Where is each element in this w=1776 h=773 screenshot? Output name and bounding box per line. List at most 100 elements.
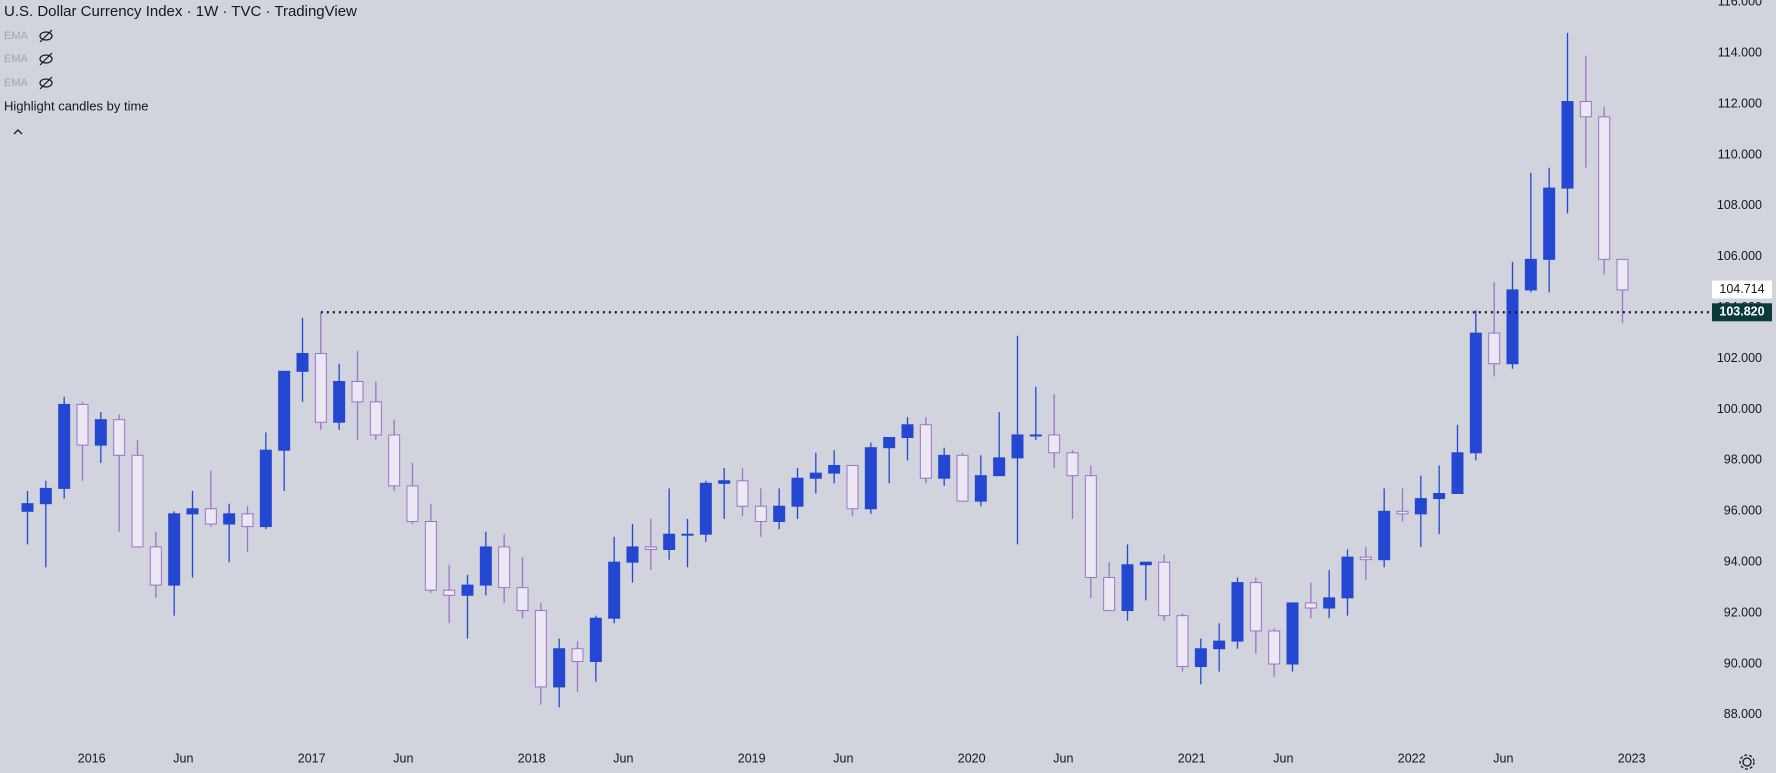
candle-body	[901, 424, 914, 438]
candle-body	[1158, 561, 1171, 617]
candle-body	[314, 353, 327, 423]
candle-body	[1469, 332, 1482, 454]
y-tick-label: 90.000	[1724, 656, 1762, 670]
indicator-label[interactable]: EMA	[4, 53, 29, 65]
candle-body	[993, 457, 1006, 477]
candle-body	[113, 419, 126, 456]
candle-body	[681, 533, 694, 536]
candle-body	[1616, 258, 1629, 291]
y-tick-label: 96.000	[1724, 504, 1762, 518]
x-tick-label: 2018	[518, 751, 546, 765]
hidden-icons[interactable]	[39, 29, 53, 90]
candle-body	[1598, 116, 1611, 260]
candle-body	[76, 403, 89, 446]
x-tick-label: 2019	[738, 751, 766, 765]
candle-body	[1268, 630, 1281, 665]
candle-body	[21, 503, 34, 512]
level-tag	[1712, 303, 1772, 322]
candle-body	[1286, 602, 1299, 665]
y-tick-label: 106.000	[1717, 249, 1762, 263]
candle-body	[608, 561, 621, 619]
candle-body	[223, 513, 236, 525]
x-tick-label: 2022	[1398, 751, 1426, 765]
plot-area	[21, 32, 1745, 708]
indicator-label[interactable]: EMA	[4, 77, 29, 89]
candle-body	[461, 584, 474, 596]
y-tick-label: 88.000	[1724, 707, 1762, 721]
candle-body	[278, 370, 291, 451]
y-tick-label: 94.000	[1724, 555, 1762, 569]
candle-body	[58, 403, 71, 489]
candle-body	[1121, 564, 1134, 612]
candle-body	[296, 353, 309, 372]
highlight-label[interactable]: Highlight candles by time	[4, 98, 149, 113]
candle-body	[589, 617, 602, 662]
candle-body	[1414, 498, 1427, 515]
candle-body	[626, 546, 639, 563]
indicator-label[interactable]: EMA	[4, 30, 29, 42]
x-tick-label: Jun	[1493, 751, 1513, 765]
candle-body	[809, 472, 822, 479]
x-tick-label: 2021	[1178, 751, 1206, 765]
x-tick-label: 2017	[298, 751, 326, 765]
collapse-icon[interactable]	[13, 129, 23, 135]
candle-body	[773, 505, 786, 522]
candle-body	[1524, 258, 1537, 291]
candle-body	[498, 546, 511, 589]
candle-body	[1249, 582, 1262, 632]
candle-body	[39, 487, 52, 505]
x-tick-label: Jun	[1053, 751, 1073, 765]
candle-body	[443, 589, 456, 596]
candle-body	[424, 520, 437, 591]
candle-body	[534, 610, 547, 688]
candle-body	[516, 587, 529, 612]
candle-body	[241, 513, 254, 528]
y-tick-label: 98.000	[1724, 453, 1762, 467]
settings-icon[interactable]	[1739, 754, 1755, 770]
x-tick-label: Jun	[833, 751, 853, 765]
candle-body	[351, 381, 364, 403]
candle-body	[699, 482, 712, 535]
y-tick-label: 108.000	[1717, 198, 1762, 212]
candle-body	[204, 508, 217, 525]
y-tick-label: 112.000	[1718, 96, 1762, 110]
candle-body	[1359, 556, 1372, 561]
candle-body	[571, 648, 584, 662]
candle-body	[663, 533, 676, 550]
candle-body	[828, 464, 841, 474]
y-tick-label: 92.000	[1724, 605, 1762, 619]
candle-body	[553, 648, 566, 688]
candle-body	[388, 434, 401, 487]
candle-body	[1139, 561, 1152, 566]
x-tick-label: Jun	[173, 751, 193, 765]
x-tick-label: 2023	[1618, 751, 1646, 765]
candle-body	[186, 508, 199, 515]
candle-body	[1304, 602, 1317, 609]
candle-body	[406, 485, 419, 522]
candle-body	[1176, 615, 1189, 668]
candle-body	[131, 454, 144, 548]
candle-body	[1194, 648, 1207, 668]
candle-body	[1341, 556, 1354, 599]
candle-body	[1433, 492, 1446, 500]
candle-body	[1451, 452, 1464, 494]
x-tick-label: 2016	[78, 751, 106, 765]
chart-title: U.S. Dollar Currency Index · 1W · TVC · …	[4, 3, 357, 20]
level-label: 103.820	[1719, 305, 1764, 319]
candle-body	[1579, 101, 1592, 118]
candle-body	[846, 464, 859, 510]
candle-body	[864, 447, 877, 510]
candle-body	[718, 480, 731, 484]
candle-body	[1378, 510, 1391, 561]
candle-body	[1029, 434, 1042, 437]
candle-body	[1396, 510, 1409, 515]
candle-body	[883, 436, 896, 449]
y-tick-label: 102.000	[1717, 351, 1762, 365]
candle-body	[919, 424, 932, 479]
candle-body	[1323, 597, 1336, 609]
x-tick-label: Jun	[613, 751, 633, 765]
candle-body	[1048, 434, 1061, 454]
y-tick-label: 110.000	[1718, 147, 1762, 161]
candle-body	[791, 477, 804, 507]
